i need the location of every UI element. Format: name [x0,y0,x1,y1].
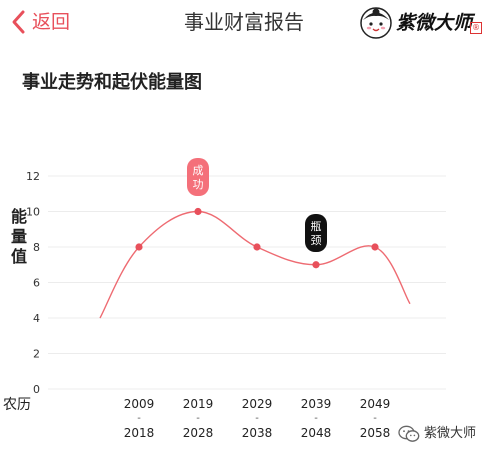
annotation-label: 瓶 [311,219,322,233]
logo-seal: ® [470,22,482,34]
y-tick-label: 4 [33,312,40,325]
x-tick-label-sep: - [137,413,141,424]
x-tick-label-start: 2009 [124,397,155,411]
annotation-badge [187,158,209,196]
data-point [194,207,202,216]
nav-bar: 返回 事业财富报告 紫微大师 ® [0,0,488,44]
back-button[interactable]: 返回 [8,8,70,36]
x-tick-label-end: 2048 [301,426,332,440]
y-tick-label: 6 [33,277,40,290]
back-label: 返回 [32,11,71,33]
logo-text: 紫微大师 [396,12,473,34]
x-tick-label-sep: - [255,413,259,424]
x-tick-label-end: 2028 [183,426,214,440]
chevron-left-icon [12,10,25,34]
x-axis-label: 农历 [3,397,31,413]
x-tick-label-start: 2049 [360,397,391,411]
y-axis-label-char: 能 [10,207,27,226]
x-tick-label-start: 2039 [301,397,332,411]
x-tick-label-sep: - [314,413,318,424]
annotation-badge [305,214,327,252]
y-tick-label: 2 [33,348,40,361]
x-tick-label-end: 2058 [360,426,391,440]
x-tick-label-sep: - [373,413,377,424]
wechat-watermark: 紫微大师 [398,424,476,444]
page-title: 事业财富报告 [184,10,304,34]
y-tick-label: 0 [33,383,40,396]
annotation-label: 颈 [311,234,322,247]
x-tick-label-end: 2018 [124,426,155,440]
y-tick-label: 10 [26,206,40,219]
data-point [253,243,261,251]
watermark-text: 紫微大师 [424,426,477,441]
x-tick-label-start: 2019 [183,397,214,411]
y-axis-label-char: 值 [10,247,27,266]
annotation-label: 成 [193,164,204,177]
y-tick-label: 12 [26,170,40,183]
y-tick-label: 8 [33,241,40,254]
mascot-face-icon [360,7,392,39]
brand-logo: 紫微大师 ® [360,6,484,40]
data-point [312,261,320,269]
series-line [99,210,411,319]
x-tick-label-end: 2038 [242,426,273,440]
y-axis-label: 能量值 [8,207,30,267]
wechat-icon [398,425,420,442]
x-tick-label-start: 2029 [242,397,273,411]
annotation-label: 功 [193,178,204,191]
data-point [135,243,143,251]
x-tick-label-sep: - [196,413,200,424]
y-axis-label-char: 量 [10,227,27,246]
section-title: 事业走势和起伏能量图 [22,72,202,93]
data-point [371,243,379,251]
